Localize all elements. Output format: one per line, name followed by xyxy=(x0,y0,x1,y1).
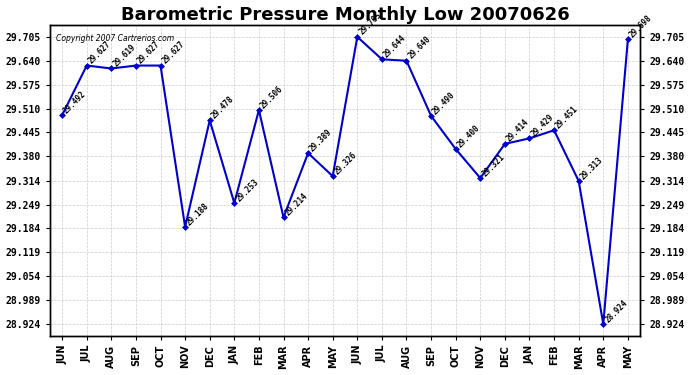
Text: 29.326: 29.326 xyxy=(333,150,359,176)
Text: 29.705: 29.705 xyxy=(357,11,383,37)
Text: 29.627: 29.627 xyxy=(87,40,112,66)
Text: 29.188: 29.188 xyxy=(185,201,211,227)
Text: 29.414: 29.414 xyxy=(505,118,531,144)
Text: 29.490: 29.490 xyxy=(431,90,457,116)
Text: 29.627: 29.627 xyxy=(161,40,186,66)
Text: 28.924: 28.924 xyxy=(603,298,629,324)
Text: 29.389: 29.389 xyxy=(308,127,334,153)
Title: Barometric Pressure Monthly Low 20070626: Barometric Pressure Monthly Low 20070626 xyxy=(121,6,569,24)
Text: 29.400: 29.400 xyxy=(455,123,482,149)
Text: Copyright 2007 Cartrerios.com: Copyright 2007 Cartrerios.com xyxy=(56,34,174,44)
Text: 29.253: 29.253 xyxy=(235,177,260,203)
Text: 29.313: 29.313 xyxy=(579,155,604,181)
Text: 29.478: 29.478 xyxy=(210,94,236,120)
Text: 29.640: 29.640 xyxy=(406,35,433,61)
Text: 29.321: 29.321 xyxy=(480,152,506,178)
Text: 29.698: 29.698 xyxy=(628,13,654,39)
Text: 29.492: 29.492 xyxy=(62,89,88,115)
Text: 29.451: 29.451 xyxy=(554,104,580,130)
Text: 29.619: 29.619 xyxy=(111,42,137,69)
Text: 29.429: 29.429 xyxy=(529,112,555,138)
Text: 29.214: 29.214 xyxy=(284,191,310,217)
Text: 29.644: 29.644 xyxy=(382,33,408,59)
Text: 29.506: 29.506 xyxy=(259,84,285,110)
Text: 29.627: 29.627 xyxy=(136,40,162,66)
